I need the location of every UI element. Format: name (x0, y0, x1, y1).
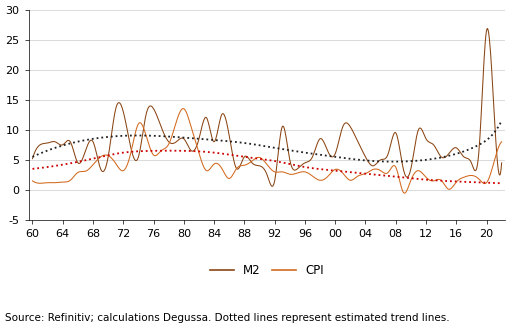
Legend: M2, CPI: M2, CPI (205, 259, 329, 281)
Text: Source: Refinitiv; calculations Degussa. Dotted lines represent estimated trend : Source: Refinitiv; calculations Degussa.… (5, 313, 450, 323)
